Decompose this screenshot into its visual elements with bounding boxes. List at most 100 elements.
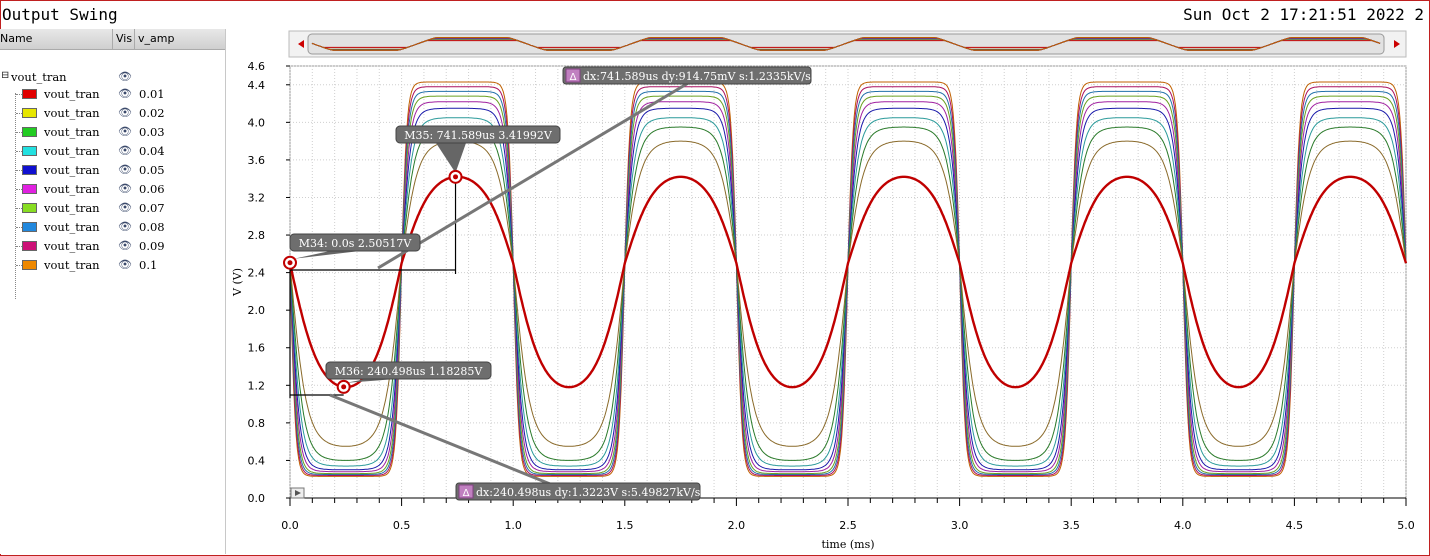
legend-item-label: vout_tran (44, 106, 100, 120)
legend-item-value: 0.03 (139, 125, 165, 139)
color-swatch (22, 127, 37, 137)
y-tick-label: 1.6 (248, 342, 266, 355)
legend-item-label: vout_tran (44, 144, 100, 158)
y-tick-label: 4.4 (248, 79, 266, 92)
eye-icon[interactable]: 👁 (118, 144, 132, 157)
col-header-param[interactable]: v_amp (138, 32, 175, 45)
legend-item[interactable]: vout_tran 👁 0.06 (0, 180, 225, 199)
legend-item-value: 0.09 (139, 239, 165, 253)
eye-icon[interactable]: 👁 (118, 220, 132, 233)
timestamp: Sun Oct 2 17:21:51 2022 2 (1183, 5, 1424, 24)
y-tick-label: 4.0 (248, 116, 266, 129)
eye-icon[interactable]: 👁 (118, 87, 132, 100)
y-tick-label: 2.4 (248, 267, 266, 280)
color-swatch (22, 146, 37, 156)
color-swatch (22, 184, 37, 194)
x-tick-label: 0.5 (393, 519, 411, 532)
legend-item[interactable]: vout_tran 👁 0.1 (0, 256, 225, 275)
legend-item[interactable]: vout_tran 👁 0.05 (0, 161, 225, 180)
eye-icon[interactable]: 👁 (118, 258, 132, 271)
marker-dot-center (341, 384, 347, 390)
scroll-right-icon[interactable] (1394, 40, 1400, 48)
marker-m36-label: M36: 240.498us 1.18285V (335, 365, 484, 378)
eye-icon[interactable]: 👁 (118, 182, 132, 195)
eye-icon[interactable]: 👁 (118, 239, 132, 252)
delta-1-label: dx:741.589us dy:914.75mV s:1.2335kV/s (583, 70, 811, 83)
marker-dot-center (287, 260, 293, 266)
x-tick-label: 0.0 (281, 519, 299, 532)
marker-m34-pointer (294, 251, 360, 259)
series-group (288, 81, 1408, 477)
y-tick-label: 0.4 (248, 454, 266, 467)
legend-item-label: vout_tran (44, 201, 100, 215)
y-axis-label: V (V) (231, 268, 244, 297)
y-tick-label: 1.2 (248, 379, 266, 392)
legend-item-label: vout_tran (44, 220, 100, 234)
legend-item-label: vout_tran (44, 182, 100, 196)
delta-icon: Δ (570, 72, 577, 83)
legend-item[interactable]: vout_tran 👁 0.01 (0, 85, 225, 104)
legend-item-label: vout_tran (44, 125, 100, 139)
series-line-0.01 (288, 175, 1408, 389)
legend-item-label: vout_tran (44, 163, 100, 177)
eye-icon[interactable]: 👁 (118, 70, 132, 83)
legend-item-value: 0.08 (139, 220, 165, 234)
col-header-vis[interactable]: Vis (116, 32, 133, 45)
legend-panel: Name Vis v_amp ⊟ vout_tran 👁 vout_tran 👁 0… (0, 29, 226, 554)
legend-item[interactable]: vout_tran 👁 0.09 (0, 237, 225, 256)
marker-annotations: M34: 0.0s 2.50517V M35: 741.589us 3.41992… (283, 66, 812, 501)
x-tick-label: 4.5 (1286, 519, 1304, 532)
color-swatch (22, 89, 37, 99)
legend-item-label: vout_tran (44, 87, 100, 101)
color-swatch (22, 203, 37, 213)
x-tick-label: 2.5 (839, 519, 857, 532)
delta-1-box (562, 66, 812, 85)
delta-leader-1 (377, 80, 691, 270)
legend-item-value: 0.01 (139, 87, 165, 101)
legend-item-label: vout_tran (44, 258, 100, 272)
marker-dot-center (453, 174, 459, 180)
eye-icon[interactable]: 👁 (118, 106, 132, 119)
legend-item[interactable]: vout_tran 👁 0.04 (0, 142, 225, 161)
x-tick-label: 1.0 (504, 519, 522, 532)
collapse-icon[interactable]: ⊟ (1, 70, 10, 81)
y-tick-label: 4.6 (248, 60, 266, 73)
marker-m36-pointer (345, 379, 396, 383)
delta-2-icon (458, 484, 474, 499)
marker-m36-box (325, 361, 492, 380)
legend-item[interactable]: vout_tran 👁 0.02 (0, 104, 225, 123)
legend-item[interactable]: vout_tran 👁 0.08 (0, 218, 225, 237)
y-tick-label: 3.2 (248, 191, 266, 204)
color-swatch (22, 260, 37, 270)
delta-2-box (455, 482, 701, 501)
marker-m34-label: M34: 0.0s 2.50517V (299, 237, 413, 250)
eye-icon[interactable]: 👁 (118, 125, 132, 138)
legend-header: Name Vis v_amp (0, 29, 225, 50)
x-tick-label: 3.5 (1062, 519, 1080, 532)
marker-m35-box (395, 125, 561, 144)
legend-item-value: 0.05 (139, 163, 165, 177)
legend-item[interactable]: vout_tran 👁 0.03 (0, 123, 225, 142)
color-swatch (22, 165, 37, 175)
col-header-name[interactable]: Name (0, 32, 33, 45)
marker-m34-box (289, 233, 421, 252)
legend-item-value: 0.02 (139, 106, 165, 120)
y-tick-label: 2.8 (248, 229, 266, 242)
play-icon (295, 490, 301, 496)
delta-2-label: dx:240.498us dy:1.3223V s:5.49827kV/s (476, 486, 701, 499)
x-axis-label: time (ms) (821, 538, 874, 551)
marker-m35-label: M35: 741.589us 3.41992V (404, 129, 553, 142)
marker-m35-pointer (436, 143, 466, 173)
eye-icon[interactable]: 👁 (118, 201, 132, 214)
y-tick-label: 0.0 (248, 492, 266, 505)
overview-scrollbar[interactable] (288, 30, 1407, 58)
legend-item-label: vout_tran (44, 239, 100, 253)
y-tick-label: 3.6 (248, 154, 266, 167)
scroll-left-icon[interactable] (298, 40, 304, 48)
eye-icon[interactable]: 👁 (118, 163, 132, 176)
window-title: Output Swing (2, 5, 118, 24)
delta-1-icon (565, 68, 581, 83)
x-tick-label: 3.0 (951, 519, 969, 532)
legend-item[interactable]: vout_tran 👁 0.07 (0, 199, 225, 218)
